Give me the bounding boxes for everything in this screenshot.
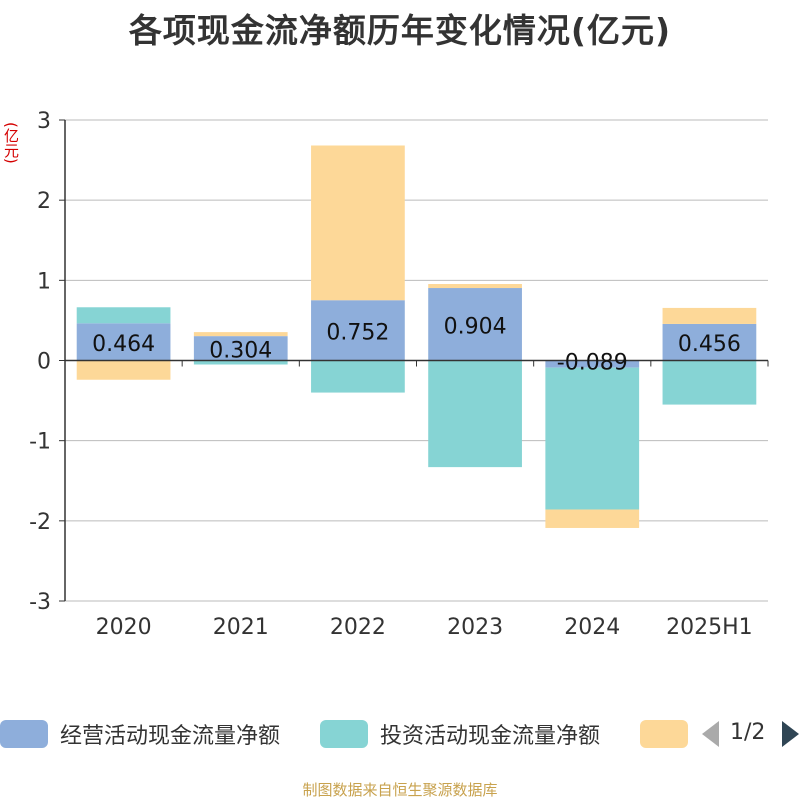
- bar-financing-2023: [428, 284, 522, 289]
- chart-title: 各项现金流净额历年变化情况(亿元): [128, 11, 672, 50]
- legend-swatch-investing: [320, 720, 368, 748]
- legend-item-operating[interactable]: 经营活动现金流量净额: [0, 716, 280, 752]
- y-tick-label: -1: [29, 430, 51, 455]
- y-axis-unit-label: (亿元): [2, 122, 20, 164]
- y-tick-label: 0: [37, 350, 51, 375]
- bar-investing-2024: [545, 367, 640, 510]
- data-label-2021: 0.304: [209, 338, 272, 363]
- bar-financing-2020: [76, 360, 171, 380]
- bar-investing-2023: [428, 360, 522, 468]
- bar-operating-2024: [545, 360, 640, 368]
- bar-investing-2021: [193, 360, 288, 365]
- x-tick-label: 2021: [213, 615, 269, 640]
- pager-next-icon[interactable]: [782, 721, 799, 747]
- legend-item-financing[interactable]: [640, 716, 688, 752]
- bar-financing-2024: [545, 509, 640, 528]
- bar-operating-2023: [428, 288, 522, 361]
- x-tick-label: 2023: [447, 615, 503, 640]
- y-tick-label: 1: [37, 269, 51, 294]
- y-tick-label: 2: [37, 189, 51, 214]
- x-tick-label: 2022: [330, 615, 386, 640]
- x-tick-label: 2024: [564, 615, 620, 640]
- legend-label-investing: 投资活动现金流量净额: [380, 724, 601, 749]
- y-tick-label: -2: [29, 510, 51, 535]
- data-label-2024: -0.089: [557, 351, 628, 376]
- bar-operating-2025H1: [662, 323, 757, 361]
- legend-label-operating: 经营活动现金流量净额: [60, 724, 281, 749]
- bar-operating-2020: [76, 323, 171, 361]
- data-label-2020: 0.464: [92, 332, 155, 357]
- pager-page-indicator: 1/2: [730, 720, 766, 745]
- data-label-2023: 0.904: [444, 314, 507, 339]
- bar-investing-2025H1: [662, 360, 757, 405]
- bar-investing-2022: [311, 360, 405, 393]
- data-source-note: 制图数据来自恒生聚源数据库: [302, 781, 498, 799]
- x-tick-label: 2025H1: [666, 615, 753, 640]
- data-label-2025H1: 0.456: [678, 332, 741, 357]
- y-tick-label: -3: [29, 590, 51, 615]
- legend-item-investing[interactable]: 投资活动现金流量净额: [320, 716, 600, 752]
- legend: 经营活动现金流量净额 投资活动现金流量净额: [0, 716, 800, 752]
- bar-investing-2020: [76, 307, 171, 324]
- legend-pager: 1/2: [700, 716, 800, 752]
- y-tick-label: 3: [37, 109, 51, 134]
- bar-financing-2021: [193, 332, 288, 337]
- x-tick-label: 2020: [96, 615, 152, 640]
- legend-swatch-operating: [0, 720, 48, 748]
- bar-financing-2022: [311, 145, 405, 301]
- bar-operating-2021: [193, 336, 288, 361]
- bar-financing-2025H1: [662, 307, 757, 324]
- data-label-2022: 0.752: [326, 320, 389, 345]
- legend-swatch-financing: [640, 720, 688, 748]
- pager-prev-icon[interactable]: [702, 721, 719, 747]
- bar-operating-2022: [311, 300, 405, 361]
